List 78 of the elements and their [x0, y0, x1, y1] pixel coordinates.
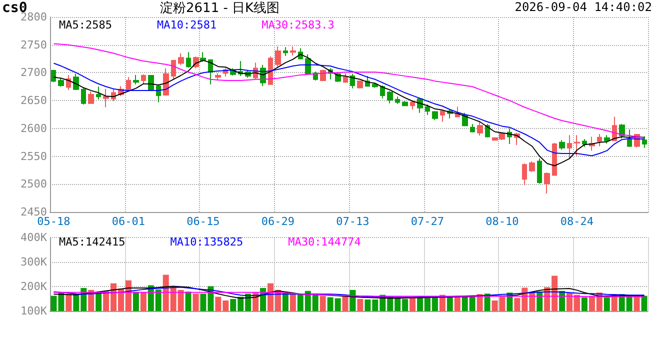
candlestick	[522, 163, 527, 186]
x-tick-label: 06-15	[186, 215, 220, 228]
text: MA10:135825	[170, 236, 244, 248]
y-tick-label: 2650	[20, 94, 47, 108]
candlestick	[283, 46, 288, 56]
candlestick	[432, 110, 438, 121]
candlestick	[126, 76, 131, 90]
text: MA5:142415	[59, 236, 126, 248]
candlestick	[215, 72, 221, 80]
candlestick	[81, 88, 86, 105]
candlestick	[440, 110, 445, 122]
candlestick	[597, 134, 602, 147]
y-tick-label: 2600	[20, 122, 47, 135]
y-tick-label: 2500	[20, 178, 47, 191]
candlestick	[402, 100, 408, 107]
candlestick	[559, 140, 565, 150]
candlestick	[103, 88, 109, 108]
x-tick-label: 06-01	[112, 215, 146, 228]
candlestick	[200, 52, 206, 62]
candlestick	[171, 59, 176, 80]
candlestick	[552, 142, 557, 176]
candlestick	[395, 96, 400, 104]
candlestick	[574, 134, 580, 156]
candlestick	[477, 122, 483, 136]
candlestick	[343, 72, 348, 84]
candlestick	[485, 123, 490, 138]
candlestick	[178, 52, 184, 66]
candlestick	[642, 136, 647, 148]
y-tick-label: 2550	[20, 150, 47, 163]
candlestick	[627, 129, 632, 148]
candlestick	[268, 56, 273, 85]
y-tick-label: 2700	[20, 66, 47, 80]
candlestick	[290, 46, 296, 56]
candlestick	[537, 158, 542, 184]
y-tick-label: 300K	[20, 256, 48, 268]
x-tick-label: 06-29	[261, 215, 295, 228]
candlestick	[275, 46, 281, 68]
line-series	[53, 54, 645, 166]
candlestick	[372, 82, 378, 88]
x-tick-label: 08-10	[486, 215, 519, 228]
candlestick	[544, 172, 550, 194]
candlestick	[619, 123, 625, 139]
candlestick	[186, 52, 191, 68]
candlestick	[88, 91, 94, 104]
candlestick	[156, 84, 161, 103]
candlestick	[58, 78, 64, 88]
candlestick	[320, 69, 326, 82]
x-tick-label: 08-24	[560, 215, 594, 228]
y-tick-label: 100K	[20, 304, 48, 318]
candlestick	[141, 74, 146, 85]
text: MA10:2581	[156, 18, 217, 32]
candlestick	[604, 134, 610, 144]
candlestick	[133, 74, 139, 85]
line-series	[53, 62, 645, 156]
y-tick-label: 400K	[20, 231, 48, 244]
chart-title: 淀粉2611 - 日K线图	[160, 1, 280, 16]
candlestick	[567, 134, 572, 160]
candlestick	[387, 90, 393, 104]
text: MA30:144774	[288, 236, 362, 248]
candlestick	[425, 104, 430, 116]
text: MA5:2585	[59, 18, 112, 32]
candlestick	[410, 100, 415, 110]
candlestick	[73, 73, 79, 90]
line-series	[53, 43, 645, 138]
candlestick	[51, 69, 56, 83]
candlestick	[350, 73, 355, 89]
y-tick-label: 2750	[20, 38, 47, 52]
candlestick	[96, 86, 101, 100]
candlestick	[380, 85, 385, 99]
x-tick-label: 07-27	[410, 215, 444, 228]
candlestick	[357, 80, 363, 89]
candlestick	[470, 123, 475, 133]
y-tick-label: 200K	[20, 280, 48, 293]
text: 2026-09-04 14:40:02	[514, 0, 652, 14]
x-tick-label: 07-13	[336, 215, 370, 228]
text: MA30:2583.3	[262, 18, 334, 32]
candlestick	[529, 160, 535, 172]
candlestick	[582, 138, 587, 148]
